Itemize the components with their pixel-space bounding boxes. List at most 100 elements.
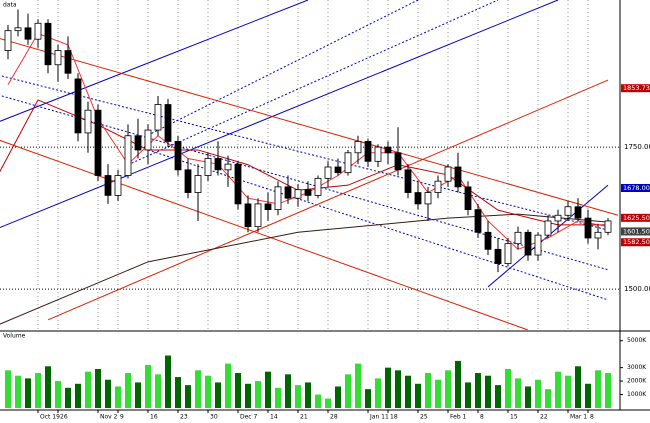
volume-bar — [45, 366, 51, 408]
volume-bar — [565, 375, 571, 408]
candle-body — [574, 206, 582, 219]
candle-body — [604, 220, 612, 233]
candle-body — [564, 206, 572, 216]
x-tick-label: 30 — [210, 414, 218, 421]
candle-body — [434, 180, 442, 193]
candle-body — [274, 186, 282, 210]
volume-bar — [15, 375, 21, 408]
volume-bar — [195, 370, 201, 408]
volume-bar — [345, 374, 351, 408]
candle-body — [194, 175, 202, 193]
x-tick-label: Mar 1 — [570, 414, 587, 421]
candle-body — [304, 189, 312, 196]
volume-bar — [585, 383, 591, 408]
volume-bar — [105, 379, 111, 408]
x-tick-label: 8 — [480, 414, 484, 421]
candle-body — [74, 78, 82, 134]
x-tick-label: 23 — [180, 414, 188, 421]
candle-body — [514, 231, 522, 245]
overlay-line — [0, 139, 529, 330]
volume-bar — [525, 386, 531, 408]
candle-body — [444, 166, 452, 182]
volume-bar — [185, 385, 191, 408]
x-tick-label: 9 — [120, 414, 124, 421]
candle-body — [64, 50, 72, 74]
volume-tick-label: 3000K — [627, 364, 647, 371]
price-marker — [621, 213, 650, 222]
x-tick-label: Feb 1 — [450, 414, 467, 421]
overlay-line — [127, 0, 499, 166]
candle-body — [324, 166, 332, 179]
volume-tick-label: 5000K — [627, 337, 647, 344]
volume-bar — [325, 398, 331, 408]
candle-body — [44, 22, 52, 66]
volume-bar — [75, 383, 81, 408]
volume-bar — [455, 360, 461, 408]
candle-body — [394, 152, 402, 171]
candle-body — [504, 243, 512, 264]
candle-body — [284, 186, 292, 199]
volume-bar — [305, 382, 311, 408]
candle-body — [104, 175, 112, 196]
candle-body — [484, 231, 492, 250]
candle-body — [4, 30, 12, 51]
candle-body — [124, 135, 132, 176]
candle-body — [544, 220, 552, 236]
volume-bar — [445, 370, 451, 408]
volume-bar — [315, 394, 321, 408]
candle-body — [114, 175, 122, 196]
volume-bar — [5, 370, 11, 408]
candle-body — [234, 163, 242, 205]
volume-bar — [155, 374, 161, 408]
candle-body — [174, 141, 182, 171]
candle-body — [534, 234, 542, 256]
candle-body — [54, 50, 62, 66]
candle-body — [144, 129, 152, 151]
volume-bar — [555, 371, 561, 408]
candle-body — [84, 109, 92, 134]
candle-body — [154, 104, 162, 131]
volume-bar — [275, 387, 281, 408]
overlay-line — [0, 0, 559, 229]
x-tick-label: 21 — [300, 414, 308, 421]
volume-bar — [595, 370, 601, 408]
volume-bar — [35, 373, 41, 408]
price-marker — [621, 227, 650, 236]
y-tick-label: 1500.00 — [624, 285, 650, 293]
candle-body — [134, 135, 142, 151]
candle-body — [354, 141, 362, 154]
x-tick-label: Oct 19 — [40, 414, 60, 421]
volume-bar — [355, 363, 361, 408]
candle-body — [424, 192, 432, 205]
candle-body — [24, 27, 32, 40]
candle-body — [314, 177, 322, 196]
volume-bar — [285, 374, 291, 408]
volume-bar — [385, 367, 391, 408]
x-tick-label: 28 — [330, 414, 338, 421]
volume-bar — [175, 377, 181, 408]
volume-bar — [475, 373, 481, 408]
volume-bar — [215, 382, 221, 408]
candle-body — [244, 203, 252, 228]
candle-body — [494, 248, 502, 264]
overlay-line — [47, 79, 609, 321]
volume-bar — [145, 364, 151, 408]
candle-body — [184, 169, 192, 193]
labels: 1750.00 1500.00 5000K 3000K 2000K 1000K Oct 19… — [37, 84, 650, 421]
price-panel — [0, 0, 620, 330]
price-marker-label: 1678.00 — [623, 184, 650, 192]
candle-body — [34, 22, 42, 40]
x-tick-label: 15 — [510, 414, 518, 421]
volume-bar — [395, 370, 401, 408]
candle-body — [164, 104, 172, 142]
volume-bar — [415, 383, 421, 408]
x-tick-label: Dec 7 — [240, 414, 258, 421]
candle-body — [14, 27, 22, 32]
volume-tick-label: 1000K — [627, 391, 647, 398]
volume-bar — [545, 389, 551, 408]
volume-bar — [495, 385, 501, 408]
price-marker-label: 1582.50 — [623, 238, 650, 246]
candle-body — [94, 109, 102, 176]
candle-body — [584, 217, 592, 239]
